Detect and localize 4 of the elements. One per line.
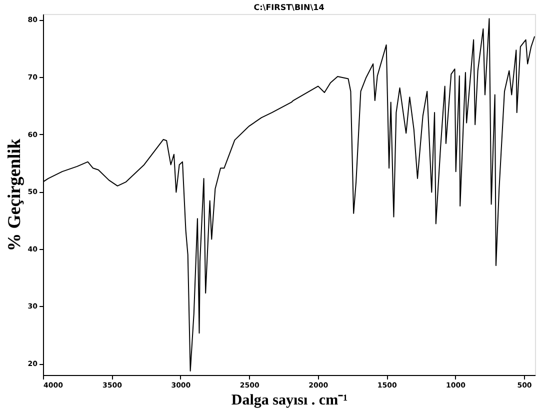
y-axis-title: % Geçirgenlik <box>4 138 24 252</box>
x-axis-title: Dalga sayısı . cm⁻¹ <box>231 392 348 408</box>
line-series <box>43 18 535 372</box>
chart-title: C:\FIRST\BIN\14 <box>254 3 325 12</box>
